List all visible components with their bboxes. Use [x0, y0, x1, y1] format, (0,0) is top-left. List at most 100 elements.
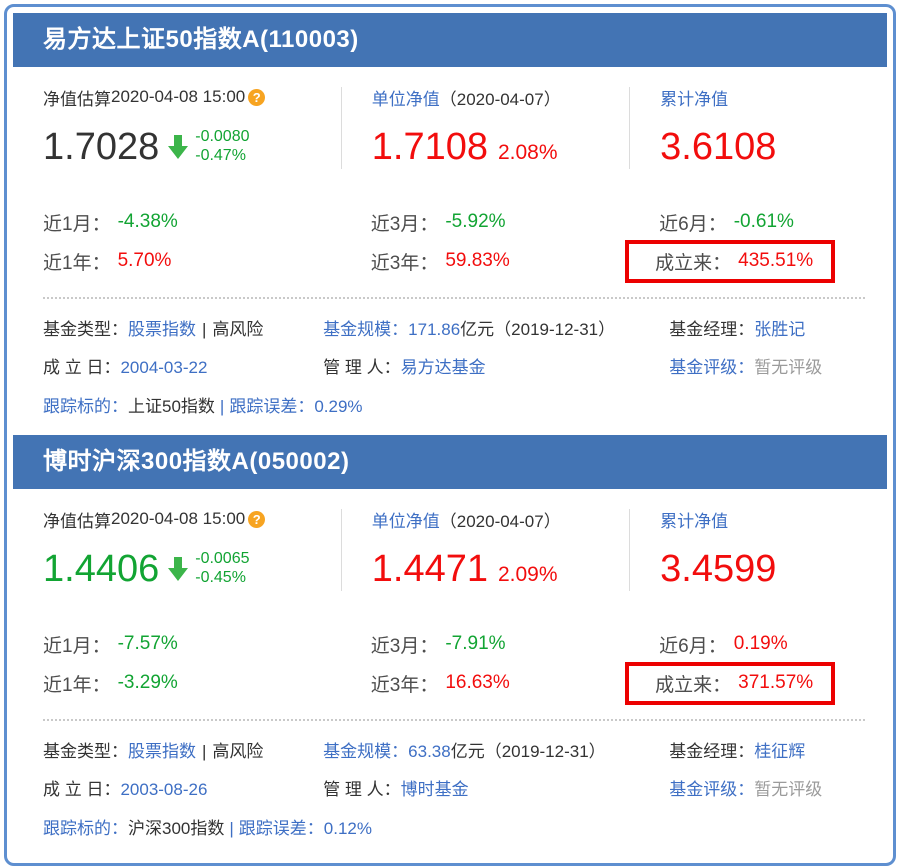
- fund-scale-value[interactable]: 171.86: [408, 320, 461, 339]
- fund-manager: 基金经理：张胜记: [669, 320, 806, 339]
- tracking-target-label[interactable]: 跟踪标的：: [43, 397, 128, 416]
- estimate-value: 1.7028: [43, 126, 160, 168]
- fund-info-grid: 基金类型：股票指数 | 高风险 基金规模：63.38亿元（2019-12-31） 基…: [13, 721, 887, 800]
- unit-nav-pct: 2.09%: [497, 563, 558, 586]
- fund-title[interactable]: 博时沪深300指数A(050002): [13, 435, 887, 489]
- acc-nav-value: 3.6108: [660, 126, 777, 168]
- estimate-change: -0.0080 -0.47%: [195, 128, 249, 166]
- highlight-box: 成立来： 371.57%: [625, 661, 836, 705]
- tracking-target-value: 上证50指数: [128, 397, 215, 416]
- fund-rating: 基金评级：暂无评级: [669, 775, 867, 800]
- fund-scale-label[interactable]: 基金规模：: [323, 742, 409, 761]
- fund-company: 管 理 人：博时基金: [323, 780, 469, 799]
- fund-rating-value: 暂无评级: [754, 780, 823, 799]
- inception-date: 成 立 日：2004-03-22: [43, 358, 208, 377]
- down-arrow-icon: [168, 557, 189, 581]
- unit-nav-date: （2020-04-07）: [439, 89, 561, 109]
- estimate-change: -0.0065 -0.45%: [195, 550, 249, 588]
- fund-type: 基金类型：股票指数 | 高风险: [43, 742, 264, 761]
- fund-company-link[interactable]: 博时基金: [400, 780, 469, 799]
- estimate-datetime: 2020-04-08 15:00: [111, 87, 246, 106]
- perf-3year: 近3年： 16.63%: [370, 672, 510, 696]
- fund-rating-value: 暂无评级: [754, 358, 823, 377]
- tracking-row: 跟踪标的：沪深300指数 | 跟踪误差：0.12%: [43, 819, 372, 838]
- estimate-datetime: 2020-04-08 15:00: [111, 509, 246, 528]
- fund-company-link[interactable]: 易方达基金: [400, 358, 486, 377]
- risk-level: 高风险: [212, 742, 264, 761]
- perf-1year: 近1年： -3.29%: [43, 672, 178, 696]
- performance-grid: 近1月： -4.38% 近1年： 5.70% 近3月： -5.92% 近3年： 59.8…: [13, 185, 887, 285]
- acc-nav-label: 累计净值: [660, 89, 729, 109]
- perf-1month: 近1月： -4.38%: [43, 211, 178, 235]
- fund-info-grid: 基金类型：股票指数 | 高风险 基金规模：171.86亿元（2019-12-31） …: [13, 299, 887, 378]
- unit-nav-value: 1.7108: [371, 126, 488, 168]
- estimate-change-amount: -0.0080: [195, 128, 250, 146]
- tracking-target-label[interactable]: 跟踪标的：: [43, 819, 128, 838]
- fund-scale: 基金规模：171.86亿元（2019-12-31）: [323, 320, 616, 339]
- down-arrow-icon: [168, 135, 189, 159]
- fund-scale: 基金规模：63.38亿元（2019-12-31）: [323, 742, 606, 761]
- unit-nav-pct: 2.08%: [497, 141, 558, 164]
- unit-nav-column: 单位净值 （2020-04-07） 1.7108 2.08%: [340, 87, 629, 169]
- tracking-error-label[interactable]: 跟踪误差：: [229, 397, 315, 416]
- perf-6month: 近6月： -0.61%: [659, 211, 794, 235]
- perf-3month: 近3月： -7.91%: [370, 633, 506, 657]
- estimate-label: 净值估算: [43, 89, 111, 109]
- fund-type-link[interactable]: 股票指数: [128, 320, 196, 339]
- fund-title[interactable]: 易方达上证50指数A(110003): [13, 13, 887, 67]
- perf-6month: 近6月： 0.19%: [659, 633, 788, 657]
- estimate-value: 1.4406: [43, 548, 160, 590]
- unit-nav-column: 单位净值 （2020-04-07） 1.4471 2.09%: [340, 509, 629, 591]
- fund-manager-link[interactable]: 桂征辉: [754, 742, 806, 761]
- acc-nav-column: 累计净值 3.6108: [629, 87, 887, 169]
- fund-card-2: 博时沪深300指数A(050002) 净值估算 2020-04-08 15:00 …: [13, 435, 887, 857]
- perf-since-inception: 成立来： 435.51%: [625, 237, 887, 285]
- estimate-change-amount: -0.0065: [195, 550, 250, 568]
- risk-level: 高风险: [212, 320, 264, 339]
- fund-type-link[interactable]: 股票指数: [128, 742, 196, 761]
- performance-grid: 近1月： -7.57% 近1年： -3.29% 近3月： -7.91% 近3年： 16.…: [13, 607, 887, 707]
- tracking-target-value: 沪深300指数: [128, 819, 225, 838]
- inception-date-value: 2004-03-22: [120, 358, 208, 377]
- fund-company: 管 理 人：易方达基金: [323, 358, 486, 377]
- unit-nav-label: 单位净值: [371, 511, 440, 531]
- unit-nav-date: （2020-04-07）: [439, 511, 561, 531]
- perf-1year: 近1年： 5.70%: [43, 250, 172, 274]
- tracking-error-value: 0.29%: [314, 397, 363, 416]
- fund-type: 基金类型：股票指数 | 高风险: [43, 320, 264, 339]
- acc-nav-value: 3.4599: [660, 548, 777, 590]
- dotted-divider: [43, 297, 865, 299]
- question-icon[interactable]: [248, 510, 266, 528]
- estimate-change-pct: -0.45%: [195, 569, 246, 586]
- fund-card-1: 易方达上证50指数A(110003) 净值估算 2020-04-08 15:00 …: [13, 13, 887, 435]
- tracking-row: 跟踪标的：上证50指数 | 跟踪误差：0.29%: [43, 397, 363, 416]
- estimate-label: 净值估算: [43, 511, 111, 531]
- perf-3year: 近3年： 59.83%: [370, 250, 510, 274]
- fund-rating-label[interactable]: 基金评级：: [669, 780, 755, 799]
- acc-nav-column: 累计净值 3.4599: [629, 509, 887, 591]
- fund-rating-label[interactable]: 基金评级：: [669, 358, 755, 377]
- unit-nav-value: 1.4471: [371, 548, 488, 590]
- tracking-error-label[interactable]: 跟踪误差：: [238, 819, 324, 838]
- inception-date: 成 立 日：2003-08-26: [43, 780, 208, 799]
- estimate-change-pct: -0.47%: [195, 147, 246, 164]
- fund-rating: 基金评级：暂无评级: [669, 353, 867, 378]
- fund-manager-link[interactable]: 张胜记: [754, 320, 806, 339]
- inception-date-value: 2003-08-26: [120, 780, 208, 799]
- perf-1month: 近1月： -7.57%: [43, 633, 178, 657]
- fund-scale-value[interactable]: 63.38: [408, 742, 451, 761]
- perf-3month: 近3月： -5.92%: [370, 211, 506, 235]
- page-frame: 易方达上证50指数A(110003) 净值估算 2020-04-08 15:00 …: [4, 4, 896, 866]
- perf-since-inception: 成立来： 371.57%: [625, 659, 887, 707]
- question-icon[interactable]: [248, 88, 266, 106]
- fund-manager: 基金经理：桂征辉: [669, 742, 806, 761]
- acc-nav-label: 累计净值: [660, 511, 729, 531]
- fund-scale-label[interactable]: 基金规模：: [323, 320, 409, 339]
- dotted-divider: [43, 719, 865, 721]
- tracking-error-value: 0.12%: [323, 819, 372, 838]
- highlight-box: 成立来： 435.51%: [625, 239, 836, 283]
